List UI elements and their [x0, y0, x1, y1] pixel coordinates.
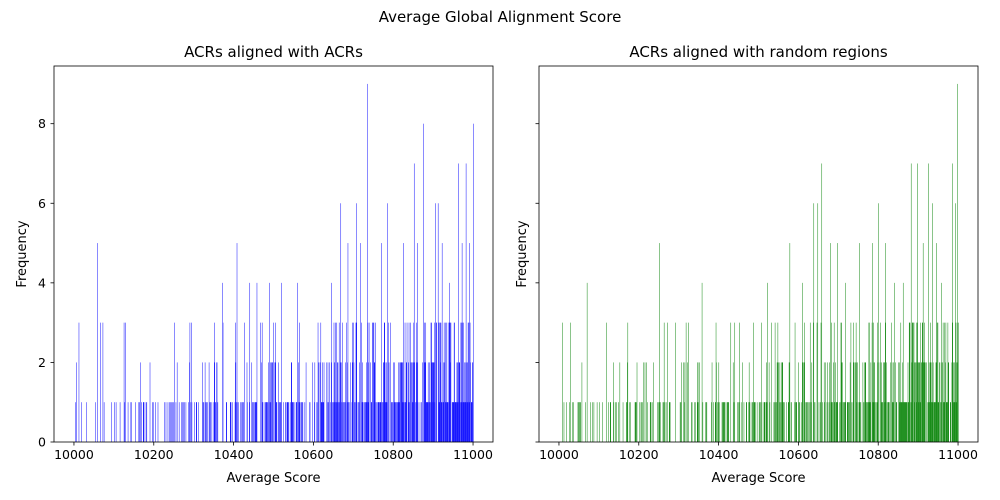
panel-title: ACRs aligned with random regions: [629, 43, 888, 61]
panel-acrs-vs-acrs: ACRs aligned with ACRs 10000 10200 10400 10…: [15, 43, 494, 486]
figure-suptitle: Average Global Alignment Score: [379, 8, 622, 26]
x-tick-label: 10400: [699, 447, 739, 462]
x-tick-label: 10600: [779, 447, 819, 462]
x-tick-label: 10800: [858, 447, 898, 462]
x-tick-label: 10600: [294, 447, 334, 462]
plot-area: 10000 10200 10400 10600 10800 11000 0 2 4 6 8: [38, 65, 494, 462]
y-axis-label: Frequency: [515, 220, 530, 287]
y-axis-label: Frequency: [15, 220, 30, 287]
x-tick-label: 11000: [453, 447, 493, 462]
x-tick-label: 10200: [619, 447, 659, 462]
x-tick-label: 10000: [54, 447, 94, 462]
y-tick-label: 2: [38, 355, 46, 370]
plot-frame: [53, 65, 494, 443]
x-tick-label: 10400: [214, 447, 254, 462]
y-tick-label: 6: [38, 196, 46, 211]
y-tick-label: 8: [38, 116, 46, 131]
x-tick-label: 10800: [373, 447, 413, 462]
x-axis-label: Average Score: [712, 471, 806, 486]
histogram-bars: [562, 83, 959, 443]
histogram-bars: [75, 83, 474, 443]
plot-frame: [538, 65, 979, 443]
y-tick-label: 0: [38, 435, 46, 450]
panel-title: ACRs aligned with ACRs: [184, 43, 363, 61]
x-axis-label: Average Score: [227, 471, 321, 486]
y-tick-label: 4: [38, 275, 46, 290]
x-tick-label: 10000: [539, 447, 579, 462]
x-tick-label: 11000: [938, 447, 978, 462]
plot-area: 10000 10200 10400 10600 10800 11000: [535, 65, 979, 462]
x-tick-label: 10200: [134, 447, 174, 462]
panel-acrs-vs-random: ACRs aligned with random regions 10000 10…: [515, 43, 979, 486]
